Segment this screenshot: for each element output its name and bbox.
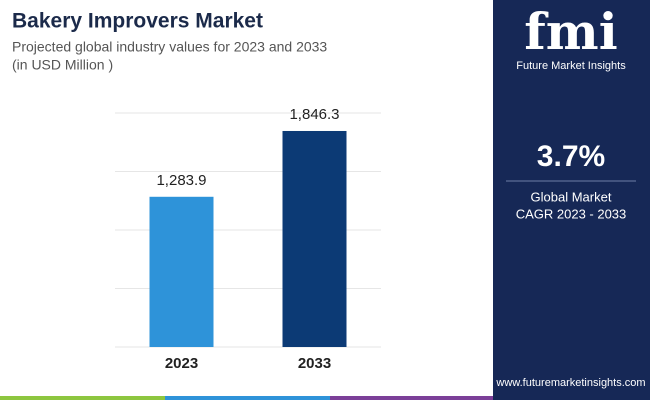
bar <box>149 196 214 347</box>
side-panel <box>493 0 650 400</box>
cagr-label: Global Market <box>531 189 612 204</box>
logo: fmi <box>524 2 617 61</box>
value-label: 1,283.9 <box>156 172 206 189</box>
cagr-value: 3.7% <box>537 140 605 173</box>
bar <box>282 130 347 347</box>
chart-title: Bakery Improvers Market <box>12 10 263 33</box>
chart-subtitle: (in USD Million ) <box>12 57 113 73</box>
x-tick-label: 2033 <box>298 355 331 372</box>
x-tick-label: 2023 <box>165 355 198 372</box>
cagr-label: CAGR 2023 - 2033 <box>516 206 627 221</box>
url: www.futuremarketinsights.com <box>495 377 645 389</box>
stripe <box>165 396 330 400</box>
brand: Future Market Insights <box>516 60 626 72</box>
stripe <box>0 396 165 400</box>
stripe <box>330 396 493 400</box>
chart-subtitle: Projected global industry values for 202… <box>12 39 327 55</box>
value-label: 1,846.3 <box>289 106 339 123</box>
